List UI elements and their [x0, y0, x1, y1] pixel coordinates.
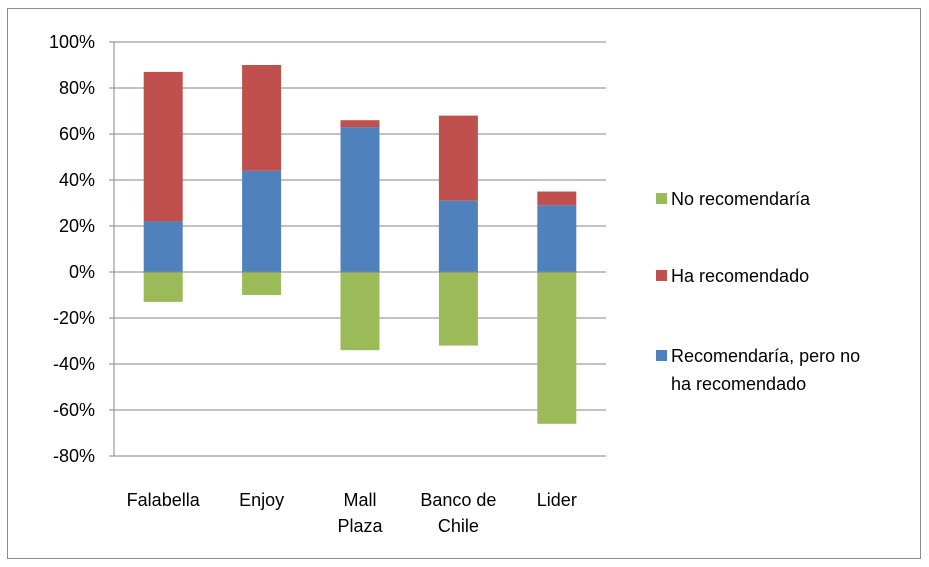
y-tick-label: 0% [69, 262, 95, 282]
legend-label: Ha recomendado [671, 266, 809, 286]
legend-swatch [656, 193, 667, 204]
x-tick-label: Enjoy [239, 490, 284, 510]
bar-segment [438, 115, 478, 201]
legend-label: Recomendaría, pero no [671, 346, 860, 366]
x-tick-label: Banco de [420, 490, 496, 510]
bar-segment [438, 200, 478, 272]
bar-segment [340, 272, 380, 351]
y-tick-label: 60% [59, 124, 95, 144]
y-tick-label: -80% [53, 446, 95, 466]
bar-segment [340, 127, 380, 272]
legend-label: No recomendaría [671, 189, 811, 209]
y-tick-label: 80% [59, 78, 95, 98]
x-tick-label: Chile [438, 516, 479, 536]
legend-swatch [656, 350, 667, 361]
bar-segment [537, 205, 577, 272]
legend-swatch [656, 270, 667, 281]
y-tick-label: 100% [49, 32, 95, 52]
stacked-bar-chart: -80% -60% -40% -20% 0% 20% 40% 60% 80% 100% Falabe… [49, 32, 860, 536]
y-tick-label: -20% [53, 308, 95, 328]
bar-segment [143, 272, 183, 302]
x-tick-label: Mall [343, 490, 376, 510]
bar-segment [242, 170, 282, 272]
bar-segment [340, 120, 380, 128]
x-tick-label: Falabella [127, 490, 201, 510]
y-tick-label: 40% [59, 170, 95, 190]
legend-label: ha recomendado [671, 374, 806, 394]
bar-segment [242, 272, 282, 295]
y-tick-label: 20% [59, 216, 95, 236]
chart-area: -80% -60% -40% -20% 0% 20% 40% 60% 80% 100% Falabe… [7, 8, 921, 559]
y-tick-label: -60% [53, 400, 95, 420]
bar-segment [143, 221, 183, 272]
bar-segment [537, 191, 577, 206]
bar-segment [438, 272, 478, 346]
x-tick-label: Lider [537, 490, 577, 510]
x-tick-label: Plaza [337, 516, 383, 536]
bar-segment [143, 71, 183, 222]
y-tick-label: -40% [53, 354, 95, 374]
bar-segment [242, 65, 282, 171]
bar-segment [537, 272, 577, 424]
